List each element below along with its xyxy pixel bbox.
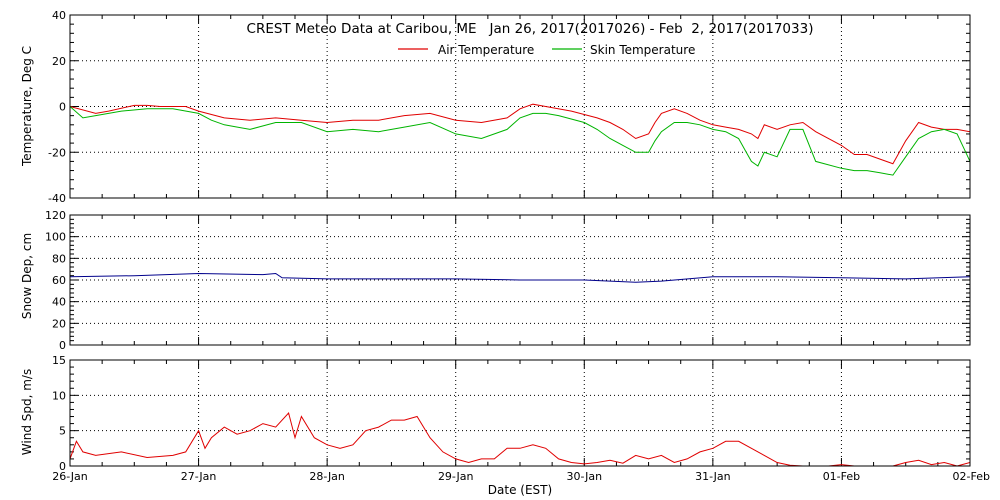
temperature-axis-label: Temperature, Deg C xyxy=(20,46,34,167)
temperature-ytick-label: -20 xyxy=(48,146,66,159)
wind-speed-ytick-label: 0 xyxy=(59,460,66,473)
temperature-ytick-label: -40 xyxy=(48,192,66,205)
wind-speed-ytick-label: 10 xyxy=(52,389,66,402)
temperature-ytick-label: 0 xyxy=(59,101,66,114)
chart-title: CREST Meteo Data at Caribou, ME Jan 26, … xyxy=(247,21,814,37)
legend-skin-label: Skin Temperature xyxy=(590,43,695,57)
wind-speed-panel: 0 5 10 15 xyxy=(52,354,971,473)
snow-depth-ytick-label: 80 xyxy=(52,252,66,265)
wind-speed-series-0-line xyxy=(70,411,970,466)
x-tick-label: 26-Jan xyxy=(52,470,88,483)
x-tick-labels: 26-Jan 27-Jan 28-Jan 29-Jan 30-Jan 31-Jan 01-F… xyxy=(52,470,990,483)
snow-depth-ytick-label: 40 xyxy=(52,296,66,309)
x-tick-label: 28-Jan xyxy=(309,470,345,483)
x-tick-label: 02-Feb xyxy=(953,470,990,483)
snow-depth-series-0-line xyxy=(70,272,970,283)
wind-speed-frame xyxy=(69,359,971,467)
wind-axis-label: Wind Spd, m/s xyxy=(20,369,34,455)
wind-speed-ytick-label: 5 xyxy=(59,425,66,438)
snow-depth-ytick-label: 60 xyxy=(52,274,66,287)
temperature-series-skin-temperature-line xyxy=(70,106,970,176)
snow-depth-panel: 0 20 40 60 80 100 120 xyxy=(45,209,971,352)
legend-air-label: Air Temperature xyxy=(438,43,534,57)
x-axis-label: Date (EST) xyxy=(488,483,552,497)
x-tick-label: 30-Jan xyxy=(567,470,603,483)
temperature-frame xyxy=(69,14,971,199)
snow-depth-ytick-label: 0 xyxy=(59,339,66,352)
snow-depth-ytick-label: 100 xyxy=(45,231,66,244)
wind-speed-ytick-label: 15 xyxy=(52,354,66,367)
snow-depth-ytick-label: 20 xyxy=(52,317,66,330)
x-tick-label: 27-Jan xyxy=(181,470,217,483)
temperature-ytick-label: 40 xyxy=(52,9,66,22)
legend: Air Temperature Skin Temperature xyxy=(398,43,695,57)
temperature-panel: -40 -20 0 20 40 xyxy=(48,9,971,205)
temperature-series-air-temperature-line xyxy=(70,103,970,165)
snow-axis-label: Snow Dep, cm xyxy=(20,233,34,319)
snow-depth-ytick-label: 120 xyxy=(45,209,66,222)
temperature-ytick-label: 20 xyxy=(52,55,66,68)
x-tick-label: 29-Jan xyxy=(438,470,474,483)
x-tick-label: 01-Feb xyxy=(823,470,860,483)
x-tick-label: 31-Jan xyxy=(695,470,731,483)
snow-depth-frame xyxy=(69,214,971,346)
